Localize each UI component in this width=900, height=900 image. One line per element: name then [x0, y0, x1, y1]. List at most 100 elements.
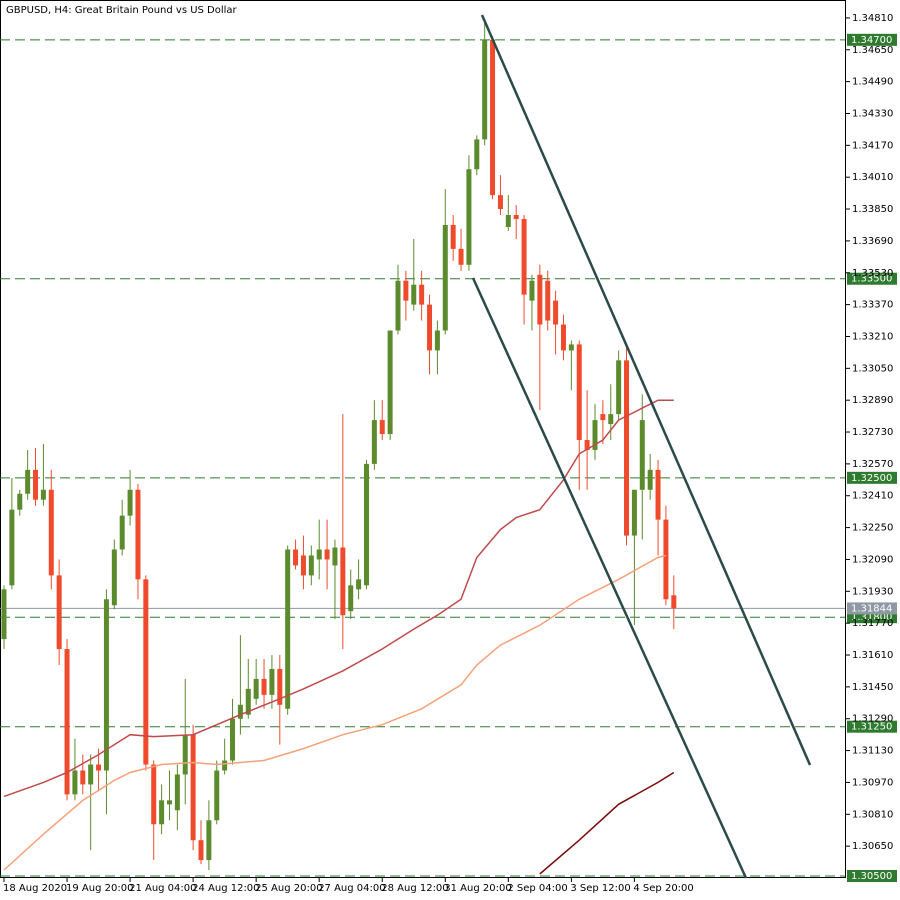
candle-body [245, 688, 251, 715]
candle-body [206, 820, 212, 861]
candle-body [166, 800, 172, 805]
candle-body [387, 330, 393, 435]
candle-body [466, 169, 472, 265]
candle-body [88, 764, 94, 785]
candle-body [521, 219, 527, 295]
y-tick-label: 1.33850 [852, 204, 893, 215]
x-tick-label: 28 Aug 12:00 [381, 883, 448, 894]
x-tick-label: 21 Aug 04:00 [129, 883, 196, 894]
y-tick-label: 1.34170 [852, 140, 893, 151]
level-box [847, 720, 897, 733]
candle-body [655, 469, 661, 520]
y-tick-label: 1.33370 [852, 300, 893, 311]
moving-average [3, 399, 674, 798]
x-tick-label: 24 Aug 12:00 [192, 883, 259, 894]
x-tick-label: 27 Aug 04:00 [318, 883, 385, 894]
candle-body [182, 734, 188, 775]
candle-body [363, 463, 369, 586]
candle-body [395, 280, 401, 331]
candle-body [300, 555, 306, 576]
level-label: 1.31250 [851, 722, 892, 733]
candle-body [135, 489, 141, 580]
y-tick-label: 1.33530 [852, 268, 893, 279]
candle-body [324, 549, 330, 560]
candle-body [576, 344, 582, 440]
y-tick-label: 1.31610 [852, 650, 893, 661]
candle-body [9, 509, 15, 586]
candle-body [230, 718, 236, 761]
y-tick-label: 1.31450 [852, 682, 893, 693]
marks [0, 19, 845, 877]
candle-body [616, 360, 622, 415]
candle-body [72, 770, 78, 795]
candle-body [671, 595, 677, 609]
y-tick-label: 1.34330 [852, 108, 893, 119]
candle-body [103, 599, 109, 771]
candle-body [348, 585, 354, 612]
plot-frame [0, 0, 846, 878]
level-label: 1.34700 [851, 35, 892, 46]
candle-body [308, 555, 314, 576]
candle-body [513, 215, 519, 220]
level-label: 1.31800 [851, 612, 892, 623]
candle-body [56, 575, 62, 650]
y-tick-label: 1.33050 [852, 363, 893, 374]
y-tick-label: 1.30970 [852, 777, 893, 788]
candle-body [48, 489, 54, 576]
level-box [847, 272, 897, 285]
overlay: 1.34700 1.33500 1.32500 1.31800 1.31250 1.305… [847, 33, 897, 883]
candle-body [434, 330, 440, 351]
candle-body [553, 300, 559, 325]
candle-body [316, 549, 322, 560]
y-tick-label: 1.32570 [852, 459, 893, 470]
level-box [847, 870, 897, 883]
candle-body [214, 770, 220, 821]
candle-body [151, 764, 157, 825]
level-box [847, 33, 897, 46]
candle-body [127, 489, 133, 516]
candle-body [96, 764, 102, 771]
candle-body [40, 489, 46, 500]
moving-average [3, 554, 667, 871]
candle-body [1, 589, 7, 640]
candle-body [222, 760, 228, 771]
candle-body [482, 39, 488, 140]
candle-body [269, 668, 275, 695]
y-tick-label: 1.31290 [852, 714, 893, 725]
candle-body [253, 678, 259, 699]
candle-body [663, 519, 669, 600]
y-tick-label: 1.31130 [852, 746, 893, 757]
candle-body [119, 515, 125, 550]
trend-line [471, 277, 748, 879]
y-tick-label: 1.32730 [852, 427, 893, 438]
y-tick-label: 1.33210 [852, 331, 893, 342]
candle-body [505, 215, 511, 227]
candle-body [293, 549, 299, 566]
candle-body [624, 360, 630, 536]
chart-title: GBPUSD, H4: Great Britain Pound vs US Do… [6, 5, 238, 16]
candle-body [584, 439, 590, 450]
candle-body [111, 549, 117, 606]
candle-body [537, 274, 543, 325]
candle-body [427, 304, 433, 351]
y-tick-label: 1.34010 [852, 172, 893, 183]
candle-body [600, 414, 606, 421]
x-tick-label: 3 Sep 12:00 [570, 883, 630, 894]
candle-body [379, 420, 385, 435]
current-price-box [847, 602, 897, 615]
y-tick-label: 1.34650 [852, 45, 893, 56]
candle-body [545, 280, 551, 321]
level-label: 1.33500 [851, 274, 892, 285]
candle-body [340, 547, 346, 616]
y-tick-label: 1.32410 [852, 491, 893, 502]
candle-body [25, 469, 31, 494]
candle-body [356, 579, 362, 590]
candle-body [190, 734, 196, 841]
candle-body [174, 774, 180, 811]
y-tick-label: 1.33690 [852, 236, 893, 247]
candle-body [631, 489, 637, 536]
candle-body [159, 800, 165, 825]
candle-body [560, 324, 566, 351]
